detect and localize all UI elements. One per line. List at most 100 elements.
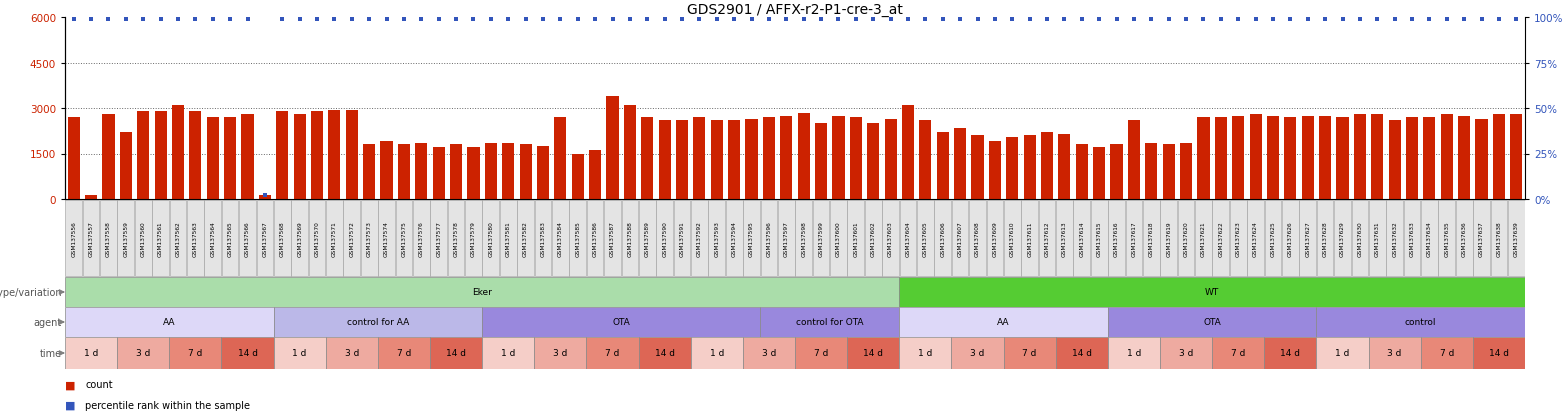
Text: GSM137585: GSM137585: [576, 221, 580, 256]
Point: [408, 17, 433, 23]
Bar: [1423, 118, 1436, 199]
FancyBboxPatch shape: [378, 200, 394, 277]
Text: GSM137613: GSM137613: [1062, 221, 1067, 256]
Text: GSM137600: GSM137600: [835, 221, 841, 256]
Bar: [1179, 144, 1192, 199]
Bar: [1318, 116, 1331, 199]
Point: [131, 17, 156, 23]
FancyBboxPatch shape: [308, 200, 325, 277]
Bar: [638, 337, 691, 369]
FancyBboxPatch shape: [447, 200, 465, 277]
Bar: [1406, 118, 1419, 199]
Text: OTA: OTA: [1203, 318, 1221, 327]
Text: GSM137567: GSM137567: [263, 221, 267, 256]
FancyBboxPatch shape: [1212, 200, 1229, 277]
Text: GSM137592: GSM137592: [698, 221, 702, 256]
FancyBboxPatch shape: [987, 200, 1003, 277]
Point: [618, 17, 643, 23]
Bar: [849, 118, 862, 199]
Bar: [1317, 337, 1368, 369]
Text: GSM137635: GSM137635: [1444, 221, 1450, 256]
FancyBboxPatch shape: [604, 200, 621, 277]
Bar: [780, 116, 793, 199]
Text: ■: ■: [66, 380, 75, 389]
Text: genotype/variation: genotype/variation: [0, 287, 63, 297]
Text: 3 d: 3 d: [1387, 349, 1401, 358]
Text: GSM137582: GSM137582: [522, 221, 529, 256]
Bar: [328, 110, 341, 199]
FancyBboxPatch shape: [586, 200, 604, 277]
Point: [391, 17, 416, 23]
Text: GSM137562: GSM137562: [175, 221, 180, 256]
Bar: [84, 196, 97, 199]
Text: 7 d: 7 d: [813, 349, 829, 358]
Text: GSM137595: GSM137595: [749, 221, 754, 256]
Point: [1434, 17, 1459, 23]
Bar: [590, 151, 601, 199]
Bar: [482, 307, 760, 337]
Text: GSM137578: GSM137578: [454, 221, 458, 256]
Point: [635, 17, 660, 23]
Bar: [554, 118, 566, 199]
Bar: [899, 337, 951, 369]
Point: [740, 17, 765, 23]
Bar: [222, 337, 274, 369]
FancyBboxPatch shape: [152, 200, 169, 277]
Point: [78, 17, 103, 23]
FancyBboxPatch shape: [100, 200, 117, 277]
Text: 1 d: 1 d: [500, 349, 516, 358]
Bar: [902, 106, 913, 199]
Text: GSM137615: GSM137615: [1096, 221, 1101, 256]
Bar: [763, 118, 776, 199]
Bar: [815, 124, 827, 199]
Bar: [1006, 138, 1018, 199]
Bar: [866, 124, 879, 199]
Text: GSM137607: GSM137607: [957, 221, 962, 256]
Text: 1 d: 1 d: [84, 349, 99, 358]
Bar: [1160, 337, 1212, 369]
Text: GSM137565: GSM137565: [228, 221, 233, 256]
Point: [95, 17, 120, 23]
Text: 3 d: 3 d: [762, 349, 776, 358]
Point: [461, 17, 486, 23]
Bar: [172, 106, 185, 199]
FancyBboxPatch shape: [777, 200, 795, 277]
Text: GSM137617: GSM137617: [1131, 221, 1137, 256]
Point: [547, 17, 572, 23]
Text: GSM137629: GSM137629: [1340, 221, 1345, 256]
Bar: [502, 144, 515, 199]
Text: WT: WT: [1204, 288, 1220, 297]
Bar: [397, 145, 410, 199]
Point: [1417, 17, 1442, 23]
Bar: [937, 133, 949, 199]
FancyBboxPatch shape: [1403, 200, 1420, 277]
Text: 7 d: 7 d: [605, 349, 619, 358]
FancyBboxPatch shape: [917, 200, 934, 277]
Bar: [1232, 116, 1245, 199]
Text: GSM137586: GSM137586: [593, 221, 597, 256]
Point: [1156, 17, 1181, 23]
Point: [1486, 17, 1511, 23]
Bar: [1107, 307, 1317, 337]
FancyBboxPatch shape: [899, 200, 917, 277]
Text: 1 d: 1 d: [710, 349, 724, 358]
Text: GSM137577: GSM137577: [436, 221, 441, 256]
Bar: [189, 112, 202, 199]
Text: control for AA: control for AA: [347, 318, 408, 327]
Bar: [586, 337, 638, 369]
Text: ■: ■: [66, 400, 75, 410]
FancyBboxPatch shape: [726, 200, 743, 277]
Point: [269, 17, 294, 23]
Text: GSM137638: GSM137638: [1497, 221, 1501, 256]
Point: [652, 17, 677, 23]
Bar: [274, 307, 482, 337]
Point: [322, 17, 347, 23]
Bar: [414, 144, 427, 199]
Point: [1365, 17, 1390, 23]
FancyBboxPatch shape: [1282, 200, 1298, 277]
Bar: [378, 337, 430, 369]
FancyBboxPatch shape: [1178, 200, 1195, 277]
FancyBboxPatch shape: [970, 200, 985, 277]
Bar: [1145, 144, 1157, 199]
Text: GSM137620: GSM137620: [1184, 221, 1189, 256]
